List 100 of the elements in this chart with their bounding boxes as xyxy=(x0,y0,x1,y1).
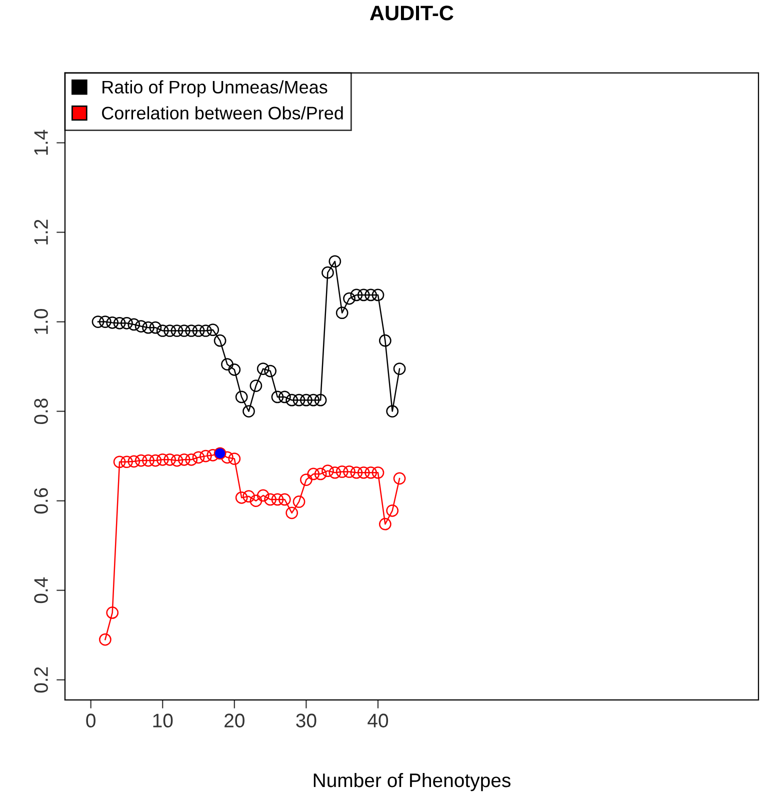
point xyxy=(221,358,234,370)
point xyxy=(386,405,399,418)
point xyxy=(206,324,220,336)
point xyxy=(185,453,198,466)
point xyxy=(350,466,363,479)
point xyxy=(328,255,342,268)
point xyxy=(214,334,226,347)
point xyxy=(156,324,169,337)
y-tick-label: 0.6 xyxy=(34,488,48,514)
point xyxy=(142,454,154,467)
point xyxy=(164,324,176,337)
point xyxy=(300,474,312,486)
point xyxy=(256,489,270,502)
point xyxy=(178,324,190,337)
point xyxy=(264,364,276,378)
point xyxy=(314,468,327,480)
point xyxy=(386,504,399,517)
point xyxy=(264,493,276,506)
point xyxy=(149,321,162,334)
point xyxy=(178,453,190,466)
point xyxy=(343,466,356,478)
point xyxy=(113,316,126,330)
point xyxy=(378,518,392,530)
point xyxy=(250,494,262,507)
point xyxy=(343,292,356,305)
point xyxy=(185,324,198,337)
point xyxy=(164,453,176,466)
point xyxy=(170,324,184,337)
point xyxy=(350,288,363,302)
point xyxy=(393,362,406,375)
point xyxy=(106,316,119,329)
point xyxy=(170,454,184,467)
point xyxy=(364,466,377,479)
point xyxy=(336,306,348,320)
point xyxy=(314,394,327,406)
point xyxy=(192,324,205,337)
point xyxy=(156,453,169,466)
x-tick-label: 40 xyxy=(368,714,388,728)
x-tick-label: 10 xyxy=(153,714,173,728)
point xyxy=(99,316,112,328)
y-tick-label: 1.0 xyxy=(34,309,48,334)
y-tick-label: 0.4 xyxy=(34,577,48,604)
point xyxy=(242,490,255,503)
chart-title: AUDIT-C xyxy=(370,6,454,20)
point xyxy=(192,451,205,464)
point xyxy=(200,450,212,462)
x-tick-label: 30 xyxy=(296,714,316,728)
point xyxy=(292,496,306,508)
point xyxy=(106,606,119,619)
point xyxy=(292,394,306,406)
point xyxy=(134,320,148,332)
x-tick-label: 20 xyxy=(224,714,244,728)
y-tick-label: 1.4 xyxy=(34,130,48,155)
point xyxy=(221,451,234,464)
point xyxy=(328,466,342,479)
y-tick-label: 0.2 xyxy=(34,667,48,693)
point xyxy=(242,405,255,418)
point xyxy=(235,492,248,504)
point xyxy=(200,324,212,337)
point xyxy=(372,466,384,479)
point xyxy=(271,493,284,506)
point xyxy=(113,456,126,468)
point xyxy=(286,394,298,406)
point xyxy=(128,318,140,331)
point xyxy=(278,390,291,404)
point xyxy=(99,633,112,646)
point xyxy=(322,464,334,478)
point xyxy=(235,390,248,404)
point xyxy=(228,452,241,465)
point xyxy=(206,448,220,462)
point xyxy=(378,334,392,347)
point xyxy=(228,364,241,376)
point xyxy=(250,380,262,392)
point xyxy=(134,454,148,467)
point xyxy=(128,455,140,468)
point xyxy=(120,316,133,330)
point xyxy=(142,321,154,334)
x-tick-label: 0 xyxy=(86,714,96,728)
point xyxy=(149,454,162,467)
y-tick-label: 1.2 xyxy=(34,220,48,244)
point xyxy=(271,390,284,404)
x-axis-title: Number of Phenotypes xyxy=(314,772,510,792)
legend-label: Correlation between Obs/Pred xyxy=(102,106,343,120)
point xyxy=(336,466,348,478)
point xyxy=(307,394,320,406)
legend-label: Ratio of Prop Unmeas/Meas xyxy=(102,80,328,98)
point xyxy=(300,394,312,406)
point xyxy=(92,316,104,328)
point xyxy=(256,362,270,375)
point xyxy=(372,288,384,302)
point xyxy=(322,266,334,279)
point xyxy=(278,493,291,506)
point xyxy=(286,506,298,520)
point xyxy=(307,468,320,480)
y-tick-label: 0.8 xyxy=(34,398,48,424)
point xyxy=(357,288,370,302)
point xyxy=(120,456,133,468)
point xyxy=(393,472,406,485)
point xyxy=(357,466,370,479)
point xyxy=(364,288,377,302)
